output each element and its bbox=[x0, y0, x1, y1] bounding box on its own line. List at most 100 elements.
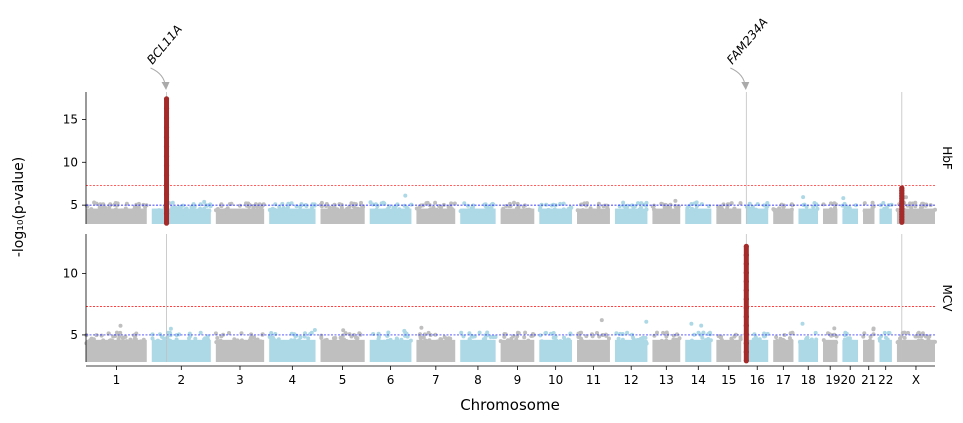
data-point bbox=[694, 207, 699, 212]
data-point bbox=[237, 208, 242, 213]
data-point bbox=[862, 208, 867, 213]
data-point bbox=[781, 337, 786, 342]
data-point bbox=[331, 208, 336, 213]
data-point bbox=[114, 330, 119, 335]
data-point bbox=[198, 330, 203, 335]
chromosome-points-18 bbox=[798, 195, 820, 224]
data-point bbox=[847, 206, 852, 211]
data-point bbox=[789, 207, 794, 212]
chromosome-points-12 bbox=[614, 319, 649, 362]
data-point bbox=[706, 204, 711, 209]
data-point bbox=[92, 200, 97, 205]
data-point bbox=[512, 200, 516, 205]
data-point bbox=[561, 201, 566, 206]
chromosome-points-22 bbox=[878, 201, 894, 224]
data-point bbox=[167, 338, 171, 343]
hit-point bbox=[163, 124, 170, 131]
data-point bbox=[666, 206, 671, 211]
data-point bbox=[814, 203, 819, 208]
chromosome-points-14 bbox=[685, 200, 712, 224]
data-point bbox=[523, 330, 528, 335]
data-point bbox=[868, 338, 872, 343]
data-point bbox=[675, 332, 679, 337]
chromosome-points-3 bbox=[214, 201, 266, 224]
data-point bbox=[482, 202, 487, 207]
hit-points-chrX bbox=[899, 185, 905, 225]
data-point bbox=[567, 337, 571, 342]
data-point bbox=[717, 340, 722, 345]
data-point bbox=[582, 201, 587, 206]
data-point bbox=[121, 335, 126, 340]
data-point bbox=[811, 205, 816, 209]
y-axis-label: -log₁₀(p-value) bbox=[11, 157, 27, 257]
data-point bbox=[924, 202, 929, 207]
data-point bbox=[823, 208, 828, 213]
x-tick-label: 1920 bbox=[825, 373, 856, 387]
x-tick-label: 10 bbox=[548, 373, 563, 387]
point-band bbox=[879, 208, 892, 224]
hit-point bbox=[743, 278, 749, 285]
data-point bbox=[485, 330, 490, 335]
data-point bbox=[736, 208, 741, 213]
data-point bbox=[821, 338, 826, 343]
data-point bbox=[774, 335, 779, 340]
data-point bbox=[219, 204, 224, 209]
data-point bbox=[395, 337, 400, 342]
point-band bbox=[369, 339, 412, 362]
data-point bbox=[546, 207, 551, 212]
hit-point bbox=[899, 185, 905, 191]
data-point bbox=[832, 326, 837, 331]
data-point bbox=[543, 331, 548, 336]
data-point bbox=[403, 193, 408, 198]
data-point bbox=[386, 330, 391, 335]
data-point bbox=[909, 205, 914, 209]
point-band bbox=[86, 339, 147, 362]
data-point bbox=[458, 209, 463, 214]
data-point bbox=[604, 333, 609, 338]
point-band bbox=[879, 339, 892, 362]
data-point bbox=[800, 321, 805, 326]
data-point bbox=[689, 338, 694, 343]
x-tick-label: 8 bbox=[474, 373, 482, 387]
data-point bbox=[235, 338, 240, 343]
data-point bbox=[531, 332, 535, 336]
data-point bbox=[283, 340, 288, 345]
data-point bbox=[551, 331, 556, 335]
point-band bbox=[798, 339, 818, 362]
data-point bbox=[462, 201, 467, 206]
point-band bbox=[86, 208, 147, 224]
chromosome-points-2 bbox=[151, 199, 213, 224]
data-point bbox=[834, 340, 839, 345]
data-point bbox=[606, 336, 611, 341]
data-point bbox=[847, 336, 852, 341]
x-tick-label: 14 bbox=[691, 373, 706, 387]
y-tick-label: 15 bbox=[63, 112, 78, 126]
data-point bbox=[514, 337, 519, 342]
data-point bbox=[644, 203, 648, 208]
data-point bbox=[477, 330, 482, 335]
data-point bbox=[286, 341, 291, 346]
data-point bbox=[89, 207, 94, 212]
x-tick-label: 21 bbox=[861, 373, 876, 387]
data-point bbox=[205, 340, 210, 345]
data-point bbox=[437, 204, 441, 208]
data-point bbox=[450, 207, 454, 211]
data-point bbox=[671, 337, 676, 342]
data-point bbox=[191, 203, 195, 208]
data-point bbox=[635, 337, 640, 342]
chromosome-points-9 bbox=[500, 200, 535, 224]
data-point bbox=[886, 330, 891, 335]
data-point bbox=[150, 332, 155, 337]
data-point bbox=[327, 205, 332, 210]
data-point bbox=[933, 207, 937, 212]
data-point bbox=[758, 340, 763, 345]
data-point bbox=[498, 339, 503, 344]
x-tick-label: 22 bbox=[878, 373, 893, 387]
data-point bbox=[651, 207, 656, 212]
hit-point bbox=[163, 191, 170, 198]
data-point bbox=[832, 201, 837, 206]
data-point bbox=[813, 330, 818, 335]
data-point bbox=[251, 205, 256, 210]
data-point bbox=[339, 205, 344, 210]
hit-point bbox=[163, 163, 170, 169]
